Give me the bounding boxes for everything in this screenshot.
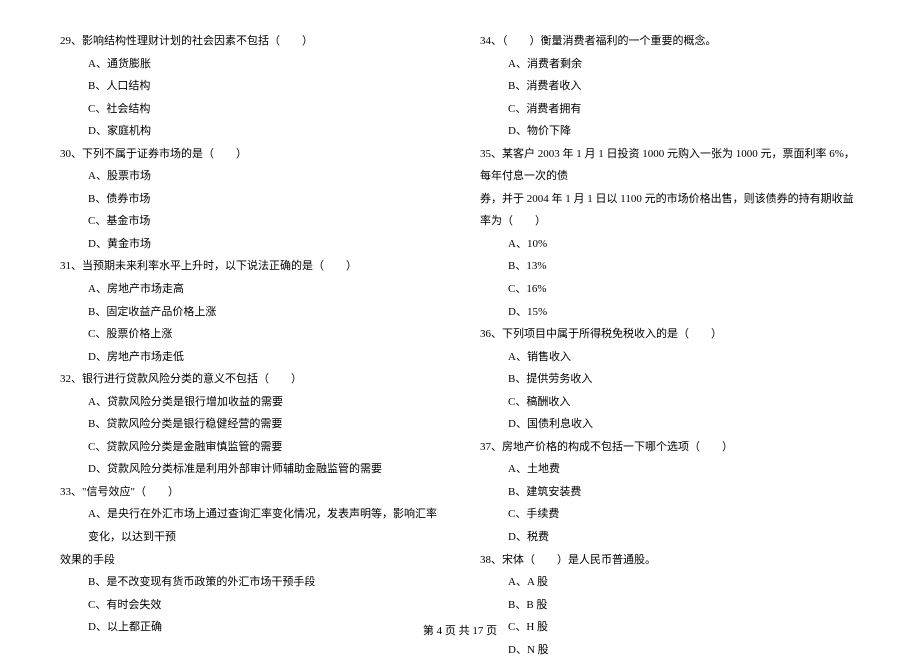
option-36c: C、稿酬收入 (480, 391, 860, 414)
option-30a: A、股票市场 (60, 165, 440, 188)
option-31a: A、房地产市场走高 (60, 278, 440, 301)
option-34a: A、消费者剩余 (480, 53, 860, 76)
option-35c: C、16% (480, 278, 860, 301)
exam-content: 29、影响结构性理财计划的社会因素不包括（ ） A、通货膨胀 B、人口结构 C、… (60, 30, 860, 661)
option-35a: A、10% (480, 233, 860, 256)
question-33: 33、"信号效应"（ ） (60, 481, 440, 504)
option-30d: D、黄金市场 (60, 233, 440, 256)
option-36d: D、国债利息收入 (480, 413, 860, 436)
option-32c: C、贷款风险分类是金融审慎监管的需要 (60, 436, 440, 459)
option-29b: B、人口结构 (60, 75, 440, 98)
option-32b: B、贷款风险分类是银行稳健经营的需要 (60, 413, 440, 436)
option-32d: D、贷款风险分类标准是利用外部审计师辅助金融监管的需要 (60, 458, 440, 481)
option-32a: A、贷款风险分类是银行增加收益的需要 (60, 391, 440, 414)
question-35-cont: 券，并于 2004 年 1 月 1 日以 1100 元的市场价格出售，则该债券的… (480, 188, 860, 233)
option-29a: A、通货膨胀 (60, 53, 440, 76)
option-31d: D、房地产市场走低 (60, 346, 440, 369)
page-footer: 第 4 页 共 17 页 (0, 622, 920, 638)
option-37c: C、手续费 (480, 503, 860, 526)
option-33a: A、是央行在外汇市场上通过查询汇率变化情况，发表声明等，影响汇率变化，以达到干预 (60, 503, 440, 548)
question-37: 37、房地产价格的构成不包括一下哪个选项（ ） (480, 436, 860, 459)
option-33c: C、有时会失效 (60, 594, 440, 617)
left-column: 29、影响结构性理财计划的社会因素不包括（ ） A、通货膨胀 B、人口结构 C、… (60, 30, 440, 661)
question-38: 38、宋体（ ）是人民币普通股。 (480, 549, 860, 572)
right-column: 34、（ ）衡量消费者福利的一个重要的概念。 A、消费者剩余 B、消费者收入 C… (480, 30, 860, 661)
option-35d: D、15% (480, 301, 860, 324)
question-31: 31、当预期未来利率水平上升时，以下说法正确的是（ ） (60, 255, 440, 278)
option-31c: C、股票价格上涨 (60, 323, 440, 346)
option-36a: A、销售收入 (480, 346, 860, 369)
option-31b: B、固定收益产品价格上涨 (60, 301, 440, 324)
option-29d: D、家庭机构 (60, 120, 440, 143)
question-35: 35、某客户 2003 年 1 月 1 日投资 1000 元购入一张为 1000… (480, 143, 860, 188)
option-35b: B、13% (480, 255, 860, 278)
option-37d: D、税费 (480, 526, 860, 549)
option-30b: B、债券市场 (60, 188, 440, 211)
option-30c: C、基金市场 (60, 210, 440, 233)
question-32: 32、银行进行贷款风险分类的意义不包括（ ） (60, 368, 440, 391)
option-33a-cont: 效果的手段 (60, 549, 440, 572)
question-29: 29、影响结构性理财计划的社会因素不包括（ ） (60, 30, 440, 53)
option-34d: D、物价下降 (480, 120, 860, 143)
question-30: 30、下列不属于证券市场的是（ ） (60, 143, 440, 166)
option-34c: C、消费者拥有 (480, 98, 860, 121)
option-33b: B、是不改变现有货币政策的外汇市场干预手段 (60, 571, 440, 594)
question-34: 34、（ ）衡量消费者福利的一个重要的概念。 (480, 30, 860, 53)
option-34b: B、消费者收入 (480, 75, 860, 98)
option-36b: B、提供劳务收入 (480, 368, 860, 391)
option-29c: C、社会结构 (60, 98, 440, 121)
option-38a: A、A 股 (480, 571, 860, 594)
option-37a: A、土地费 (480, 458, 860, 481)
question-36: 36、下列项目中属于所得税免税收入的是（ ） (480, 323, 860, 346)
option-38b: B、B 股 (480, 594, 860, 617)
option-37b: B、建筑安装费 (480, 481, 860, 504)
